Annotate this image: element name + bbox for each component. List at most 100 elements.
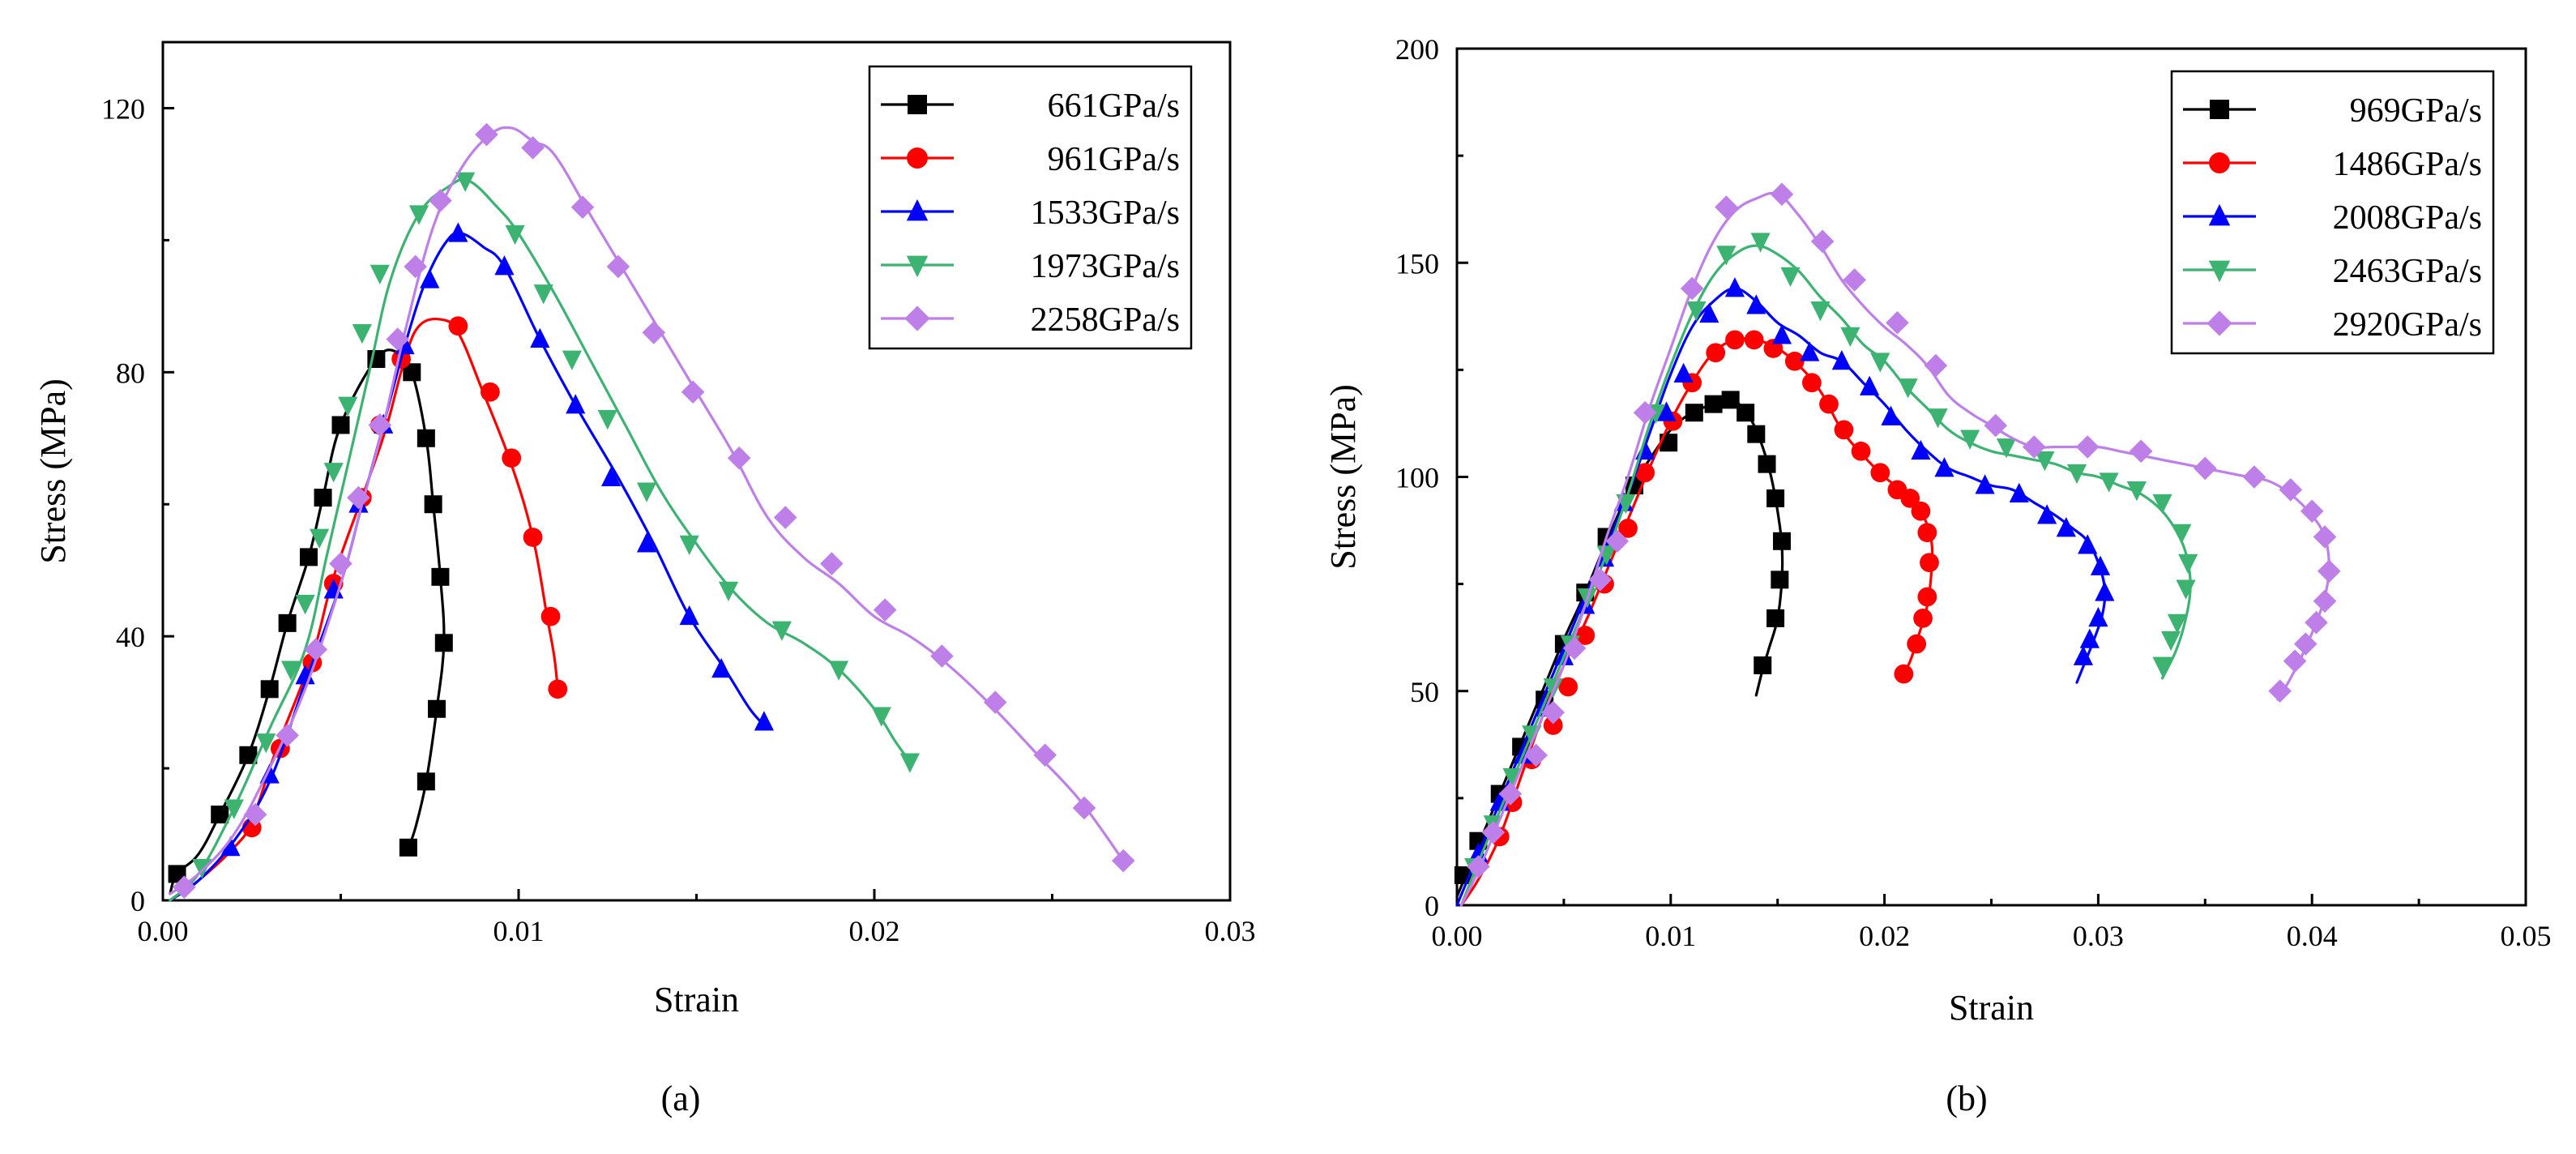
data-point [1851, 441, 1871, 461]
data-point [1498, 782, 1523, 806]
x-axis-title: Strain [1949, 988, 2034, 1028]
data-point [1771, 571, 1789, 589]
data-point [448, 222, 468, 242]
data-point [1834, 420, 1854, 440]
y-tick-label: 50 [1410, 676, 1439, 708]
x-tick-label: 0.01 [493, 915, 545, 947]
series-2008GPa/s [1455, 277, 2115, 907]
data-point [679, 605, 699, 626]
legend-marker [906, 199, 929, 221]
data-point [773, 506, 797, 529]
data-point [1706, 343, 1726, 363]
data-point [2088, 607, 2108, 627]
data-point [1543, 678, 1563, 699]
series-line [1459, 244, 2192, 907]
data-point [1467, 855, 1490, 878]
data-point [239, 746, 258, 764]
data-point [718, 581, 739, 601]
data-point [1481, 820, 1506, 844]
panel-label: (a) [661, 1079, 701, 1118]
data-point [502, 448, 522, 468]
data-point [1913, 609, 1933, 628]
data-point [636, 532, 657, 553]
data-point [399, 838, 417, 857]
data-point [533, 284, 553, 305]
data-point [2095, 581, 2115, 601]
data-point [1754, 656, 1772, 675]
legend-label: 2463GPa/s [2333, 253, 2482, 290]
data-point [2279, 478, 2303, 502]
data-point [1840, 327, 1860, 347]
data-point [2129, 439, 2153, 464]
data-point [2178, 553, 2198, 575]
series-line [169, 126, 1125, 895]
data-point [2293, 632, 2318, 656]
data-point [1699, 302, 1719, 323]
data-point [1750, 233, 1771, 253]
data-point [323, 463, 344, 483]
data-point [429, 189, 452, 212]
data-point [404, 254, 427, 279]
data-point [2078, 534, 2098, 554]
x-tick-label: 0.03 [1205, 915, 1256, 947]
data-point [899, 753, 920, 773]
x-tick-label: 0.04 [2287, 920, 2338, 952]
data-point [601, 466, 622, 487]
data-point [2167, 613, 2188, 635]
data-point [2152, 494, 2172, 515]
legend-marker [2210, 100, 2229, 119]
data-point [338, 396, 358, 417]
data-point [566, 394, 586, 414]
data-point [278, 613, 297, 632]
data-point [1605, 529, 1630, 553]
data-point [1924, 353, 1948, 378]
data-point [2036, 504, 2057, 524]
data-point [417, 772, 435, 791]
data-point [1898, 378, 1918, 399]
data-point [1780, 267, 1801, 287]
legend-marker [2209, 152, 2230, 173]
data-point [1541, 700, 1566, 724]
data-point [1746, 294, 1766, 314]
data-point [2305, 610, 2328, 635]
series-2258GPa/s [169, 122, 1135, 900]
legend-marker [906, 255, 929, 278]
data-point [1907, 634, 1927, 654]
data-point [1960, 430, 1980, 450]
legend-label: 969GPa/s [2350, 92, 2482, 130]
data-point [368, 413, 392, 437]
y-axis-title: Stress (MPa) [33, 378, 73, 564]
data-point [1928, 408, 1948, 429]
legend-marker [907, 147, 928, 169]
data-point [873, 598, 897, 622]
x-tick-label: 0.05 [2501, 920, 2552, 952]
data-point [1660, 434, 1678, 452]
legend-marker [908, 95, 927, 114]
x-tick-label: 0.02 [849, 915, 900, 947]
data-point [1716, 246, 1737, 266]
data-point [1072, 796, 1096, 820]
data-point [192, 858, 212, 879]
data-point [1575, 626, 1596, 645]
data-point [530, 327, 550, 348]
data-point [1558, 677, 1578, 697]
y-tick-label: 150 [1395, 247, 1439, 280]
data-point [2300, 499, 2324, 524]
data-point [280, 660, 301, 681]
data-point [1502, 768, 1523, 789]
chart-panel-a: 0.00 0.01 0.02 0.03 0 40 80 120 Strain Stress (MP… [33, 41, 1256, 1118]
data-point [1680, 276, 1704, 301]
data-point [1784, 351, 1805, 371]
data-point [2176, 579, 2196, 600]
data-point [417, 429, 435, 447]
data-point [1715, 195, 1738, 219]
data-point [370, 264, 390, 284]
data-point [1543, 716, 1563, 735]
data-point [711, 658, 732, 678]
data-point [1819, 394, 1839, 414]
data-point [1766, 609, 1785, 627]
data-point [1673, 362, 1694, 383]
data-point [2268, 679, 2292, 703]
data-point [1860, 375, 1880, 395]
data-point [1894, 664, 1914, 684]
